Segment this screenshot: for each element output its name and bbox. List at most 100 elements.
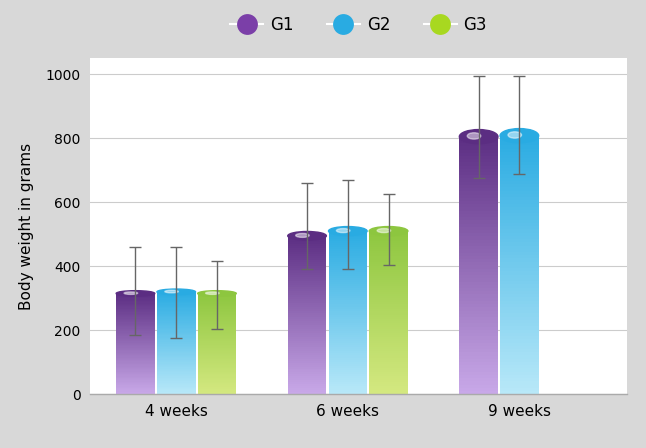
Bar bbox=[459, 243, 498, 246]
Bar bbox=[500, 187, 539, 191]
Bar bbox=[329, 353, 367, 355]
Bar bbox=[116, 356, 155, 358]
Bar bbox=[370, 376, 408, 378]
Bar bbox=[370, 239, 408, 241]
Bar bbox=[116, 370, 155, 371]
Bar bbox=[459, 159, 498, 162]
Bar bbox=[459, 156, 498, 159]
Bar bbox=[370, 282, 408, 284]
Bar bbox=[459, 185, 498, 188]
Bar bbox=[116, 311, 155, 312]
Bar bbox=[459, 330, 498, 333]
Bar bbox=[329, 300, 367, 302]
Bar bbox=[329, 345, 367, 347]
Bar bbox=[370, 347, 408, 349]
Bar bbox=[157, 314, 196, 316]
Bar bbox=[116, 351, 155, 353]
Bar bbox=[287, 392, 326, 394]
Bar bbox=[198, 376, 236, 378]
Bar bbox=[459, 365, 498, 368]
Bar bbox=[287, 361, 326, 362]
Bar bbox=[459, 149, 498, 153]
Bar bbox=[198, 345, 236, 346]
Bar bbox=[500, 161, 539, 165]
Bar bbox=[329, 317, 367, 319]
Bar bbox=[370, 258, 408, 259]
Bar bbox=[329, 288, 367, 290]
Bar bbox=[198, 325, 236, 326]
Bar bbox=[500, 345, 539, 349]
Bar bbox=[287, 281, 326, 283]
Bar bbox=[329, 313, 367, 314]
Bar bbox=[287, 267, 326, 270]
Bar bbox=[287, 305, 326, 307]
Bar bbox=[116, 323, 155, 325]
Bar bbox=[370, 300, 408, 302]
Bar bbox=[329, 337, 367, 339]
Bar bbox=[329, 251, 367, 254]
Bar bbox=[198, 358, 236, 359]
Bar bbox=[287, 336, 326, 339]
Bar bbox=[116, 301, 155, 302]
Bar bbox=[287, 374, 326, 376]
Bar bbox=[287, 315, 326, 317]
Bar bbox=[116, 296, 155, 297]
Bar bbox=[500, 177, 539, 181]
Bar bbox=[157, 357, 196, 358]
Bar bbox=[157, 345, 196, 347]
Bar bbox=[459, 211, 498, 214]
Bar bbox=[459, 352, 498, 356]
Bar bbox=[116, 312, 155, 314]
Bar bbox=[459, 368, 498, 372]
Bar bbox=[370, 286, 408, 288]
Bar bbox=[198, 354, 236, 355]
Bar bbox=[287, 254, 326, 256]
Bar bbox=[116, 344, 155, 345]
Bar bbox=[459, 204, 498, 207]
Bar bbox=[329, 280, 367, 282]
Bar bbox=[287, 285, 326, 287]
Bar bbox=[198, 306, 236, 307]
Bar bbox=[116, 337, 155, 339]
Bar bbox=[116, 378, 155, 379]
Bar bbox=[329, 382, 367, 384]
Bar bbox=[198, 320, 236, 321]
Bar bbox=[500, 388, 539, 391]
Bar bbox=[329, 308, 367, 310]
Bar bbox=[198, 355, 236, 357]
Bar bbox=[500, 164, 539, 168]
Bar bbox=[198, 296, 236, 297]
FancyBboxPatch shape bbox=[79, 52, 638, 401]
Bar bbox=[329, 390, 367, 392]
Bar bbox=[370, 329, 408, 331]
Bar bbox=[459, 198, 498, 201]
Bar bbox=[500, 236, 539, 239]
Bar bbox=[287, 265, 326, 267]
Bar bbox=[370, 349, 408, 351]
Bar bbox=[329, 359, 367, 362]
Bar bbox=[329, 333, 367, 335]
Bar bbox=[157, 332, 196, 333]
Bar bbox=[157, 325, 196, 327]
Bar bbox=[370, 247, 408, 250]
Bar bbox=[500, 242, 539, 246]
Ellipse shape bbox=[198, 291, 236, 296]
Bar bbox=[198, 302, 236, 304]
Bar bbox=[370, 292, 408, 294]
Bar bbox=[198, 373, 236, 374]
Bar bbox=[287, 354, 326, 357]
Bar bbox=[157, 359, 196, 361]
Bar bbox=[500, 333, 539, 336]
Bar bbox=[329, 384, 367, 386]
Bar bbox=[500, 262, 539, 265]
Bar bbox=[329, 249, 367, 251]
Bar bbox=[287, 349, 326, 351]
Bar bbox=[370, 367, 408, 370]
Bar bbox=[459, 284, 498, 288]
Bar bbox=[329, 335, 367, 337]
Bar bbox=[157, 388, 196, 389]
Bar bbox=[370, 327, 408, 329]
Bar bbox=[370, 390, 408, 392]
Bar bbox=[287, 358, 326, 361]
Bar bbox=[157, 301, 196, 302]
